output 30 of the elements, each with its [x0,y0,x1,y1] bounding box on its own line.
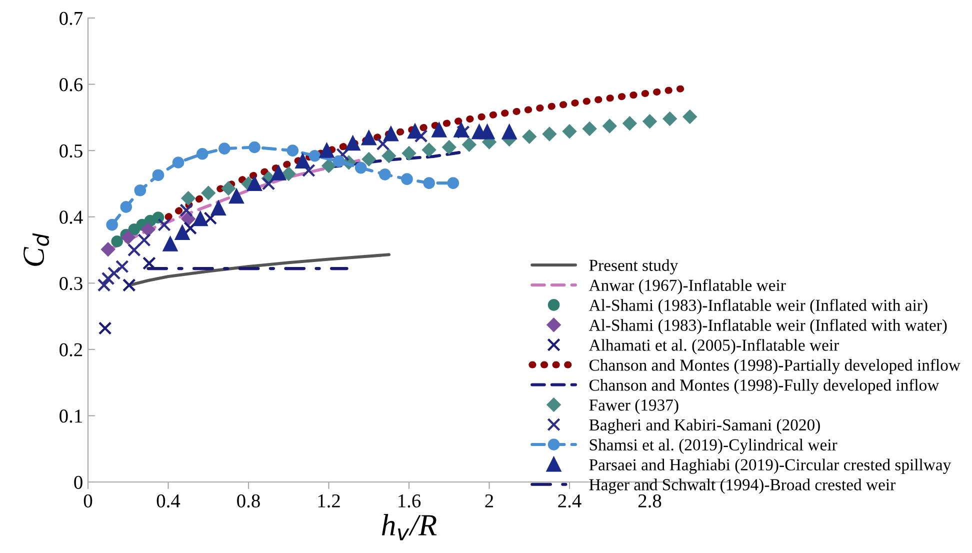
legend-label: Anwar (1967)-Inflatable weir [588,279,786,294]
y-tick-label: 0.3 [60,276,82,290]
legend-label: Shamsi et al. (2019)-Cylindrical weir [590,438,838,454]
y-tick-label: 0 [74,476,82,489]
y-tick-label: 0.5 [60,144,82,158]
x-tick-label: 2.8 [638,494,662,508]
x-tick-label: 2.4 [558,494,582,508]
legend-label: Present study [589,259,678,274]
y-axis-title: C$_{d}$ [24,233,50,266]
legend-label: Hager and Schwalt (1994)-Broad crested weir [589,478,896,494]
legend-label: Chanson and Montes (1998)-Partially developed inflow [589,358,960,374]
y-tick-label: 0.7 [60,12,83,26]
legend-label: Fawer (1937) [589,398,678,414]
x-tick-label: 0.8 [237,494,260,508]
x-tick-label: 1.6 [398,494,421,508]
y-tick-label: 0.4 [60,210,83,224]
legend-label: Al-Shami (1983)-Inflatable weir (Inflated with water) [588,318,947,334]
y-tick-label: 0.1 [60,410,82,423]
x-axis-title: h$_{v}$/R [382,514,437,540]
x-tick-label: 0.4 [156,494,180,508]
legend-label: Chanson and Montes (1998)-Fully developed inflow [589,378,940,394]
y-tick-label: 0.6 [60,78,83,92]
x-tick-label: 2 [485,494,494,508]
legend-label: Bagheri and Kabiri-Samani (2020) [589,418,820,434]
legend-label: Alhamati et al. (2005)-Inflatable weir [588,338,839,354]
x-tick-label: 1.2 [318,494,340,508]
legend-label: Parsaei and Haghiabi (2019)-Circular crested spillway [589,458,952,474]
y-tick-label: 0.2 [60,343,82,356]
legend-label: Al-Shami (1983)-Inflatable weir (Inflated with air) [588,299,928,314]
x-tick-label: 0 [84,494,92,508]
